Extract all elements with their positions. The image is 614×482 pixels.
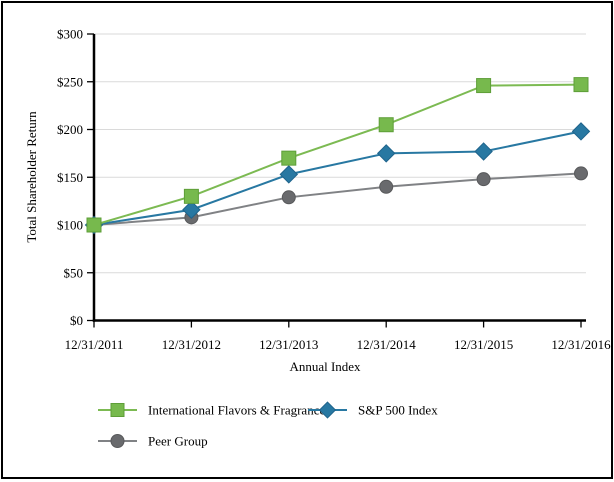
legend-label-international-flavors-fragrances: International Flavors & Fragrances (148, 403, 330, 418)
marker-peer-group (476, 172, 491, 187)
y-tick-label: $250 (57, 74, 83, 89)
marker-international-flavors-fragrances (183, 188, 199, 204)
marker-international-flavors-fragrances (378, 117, 394, 133)
marker-s-p-500-index (182, 200, 201, 219)
y-tick-label: $300 (57, 27, 83, 42)
y-tick-label: $150 (57, 170, 83, 185)
y-tick-label: $200 (57, 122, 83, 137)
legend-marker-peer-group (110, 434, 125, 448)
series-line-s-p-500-index (93, 130, 582, 226)
x-tick-label: 12/31/2016 (551, 337, 611, 352)
legend-label-s-p-500-index: S&P 500 Index (358, 403, 438, 418)
y-tick-label: $50 (64, 265, 84, 280)
marker-s-p-500-index (279, 165, 299, 184)
x-axis-title: Annual Index (289, 359, 361, 374)
x-tick-label: 12/31/2015 (454, 337, 513, 352)
total-shareholder-return-chart: $0 $50 $100 $150 $200 $250 $300 12/31/2011 12/31… (24, 27, 611, 449)
marker-peer-group (574, 166, 588, 181)
series-line-peer-group (93, 172, 582, 226)
x-tick-label: 12/31/2014 (357, 337, 417, 352)
x-tick-label: 12/31/2012 (162, 337, 221, 352)
legend-label-peer-group: Peer Group (148, 434, 208, 449)
legend-marker-s-p-500-index (318, 401, 337, 419)
series-line-international-flavors-fragrances (93, 83, 582, 226)
y-tick-label: $100 (57, 218, 83, 233)
y-axis-title: Total Shareholder Return (24, 111, 39, 243)
y-tick-label: $0 (70, 313, 83, 328)
marker-international-flavors-fragrances (573, 77, 589, 93)
marker-international-flavors-fragrances (86, 217, 102, 233)
marker-peer-group (379, 179, 394, 194)
x-tick-label: 12/31/2011 (65, 337, 124, 352)
marker-s-p-500-index (474, 142, 493, 161)
marker-s-p-500-index (571, 122, 591, 141)
marker-s-p-500-index (376, 144, 396, 163)
marker-international-flavors-fragrances (476, 78, 492, 94)
legend-marker-international-flavors-fragrances (110, 403, 125, 417)
marker-peer-group (281, 190, 296, 205)
x-tick-label: 12/31/2013 (259, 337, 318, 352)
marker-international-flavors-fragrances (281, 150, 297, 166)
